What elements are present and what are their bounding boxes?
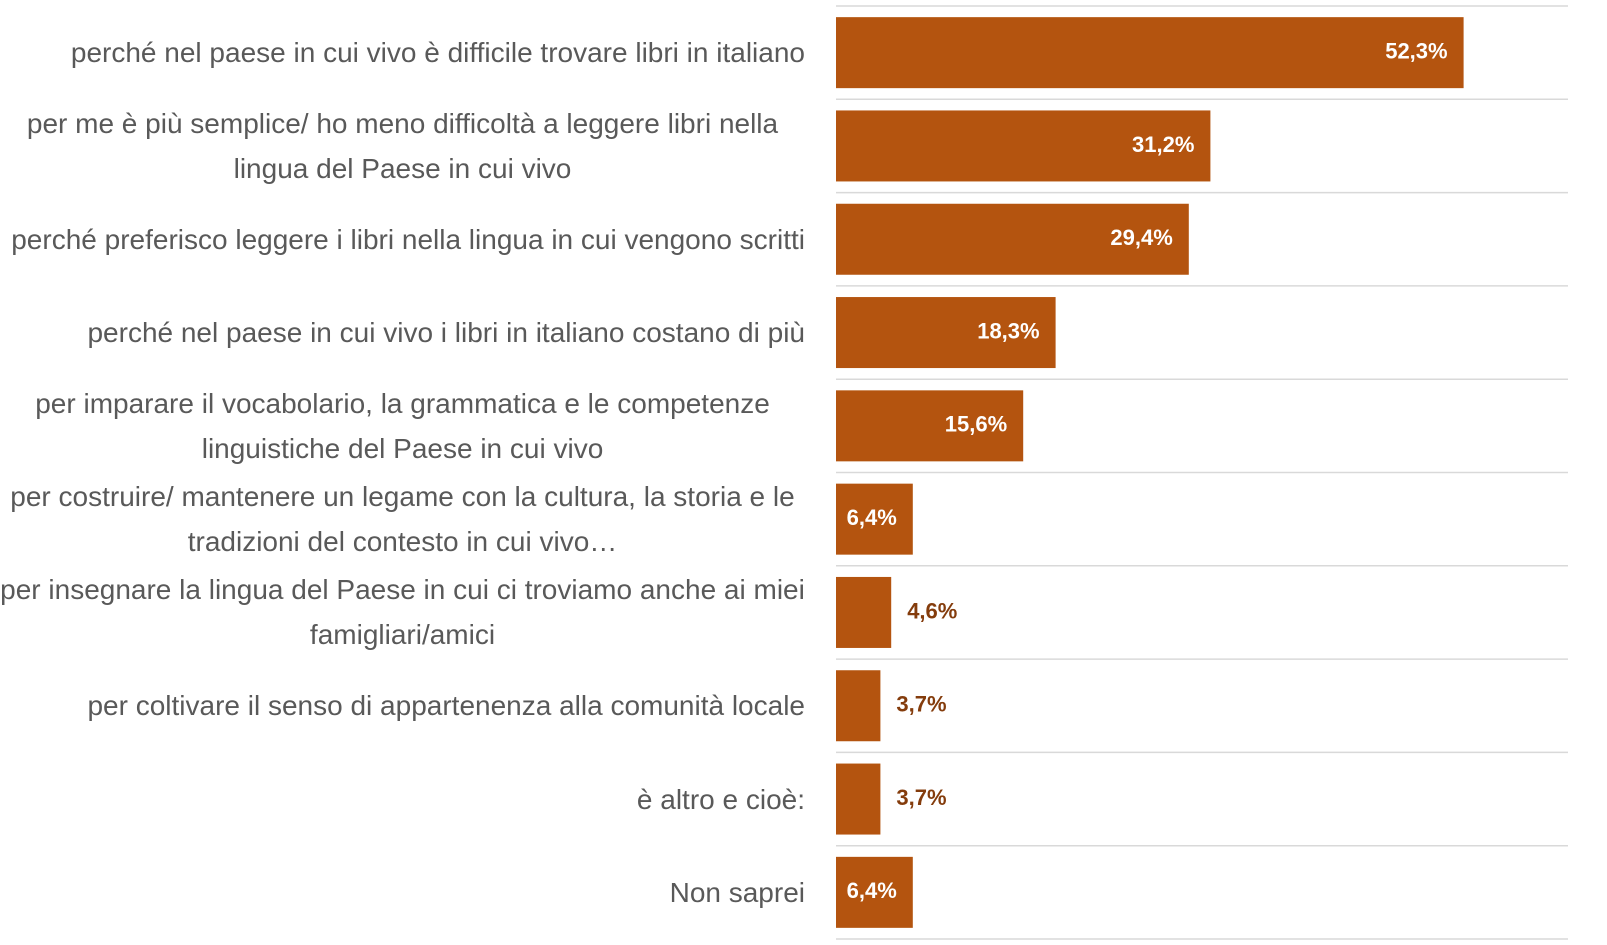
category-label: per insegnare la lingua del Paese in cui… xyxy=(0,574,805,651)
category-label-box: per insegnare la lingua del Paese in cui… xyxy=(0,566,805,659)
category-label: per me è più semplice/ ho meno difficolt… xyxy=(26,107,779,184)
category-label: è altro e cioè: xyxy=(636,783,805,815)
category-label-box: perché nel paese in cui vivo è difficile… xyxy=(0,6,805,99)
value-label: 15,6% xyxy=(945,412,1007,437)
value-label: 3,7% xyxy=(896,692,946,717)
category-label: perché preferisco leggere i libri nella … xyxy=(11,223,805,255)
category-label-box: perché nel paese in cui vivo i libri in … xyxy=(0,286,805,379)
category-label: per coltivare il senso di appartenenza a… xyxy=(87,690,805,722)
category-label: perché nel paese in cui vivo è difficile… xyxy=(70,37,805,69)
value-label: 6,4% xyxy=(847,878,897,903)
bar xyxy=(836,856,913,928)
value-label: 18,3% xyxy=(977,318,1039,343)
value-label: 6,4% xyxy=(847,505,897,530)
category-label-box: Non saprei xyxy=(0,846,805,939)
category-label-box: per imparare il vocabolario, la grammati… xyxy=(0,379,805,472)
value-label: 4,6% xyxy=(907,598,957,623)
value-label: 31,2% xyxy=(1132,132,1194,157)
category-label-box: per coltivare il senso di appartenenza a… xyxy=(0,659,805,752)
bar xyxy=(836,670,881,742)
category-label: Non saprei xyxy=(669,876,805,908)
category-label-box: è altro e cioè: xyxy=(0,752,805,845)
bar xyxy=(836,763,881,835)
category-label: per imparare il vocabolario, la grammati… xyxy=(35,387,770,464)
bar xyxy=(836,576,892,648)
bar xyxy=(836,203,1189,275)
value-label: 3,7% xyxy=(896,785,946,810)
bar xyxy=(836,17,1464,89)
category-label: per costruire/ mantenere un legame con l… xyxy=(10,481,795,558)
bar xyxy=(836,297,1056,369)
bar xyxy=(836,483,913,555)
category-label-box: per me è più semplice/ ho meno difficolt… xyxy=(0,99,805,192)
value-label: 52,3% xyxy=(1385,38,1447,63)
category-label: perché nel paese in cui vivo i libri in … xyxy=(87,317,805,349)
bar xyxy=(836,390,1024,462)
value-label: 29,4% xyxy=(1110,225,1172,250)
category-label-box: per costruire/ mantenere un legame con l… xyxy=(0,473,805,566)
category-label-box: perché preferisco leggere i libri nella … xyxy=(0,193,805,286)
bar xyxy=(836,110,1211,182)
